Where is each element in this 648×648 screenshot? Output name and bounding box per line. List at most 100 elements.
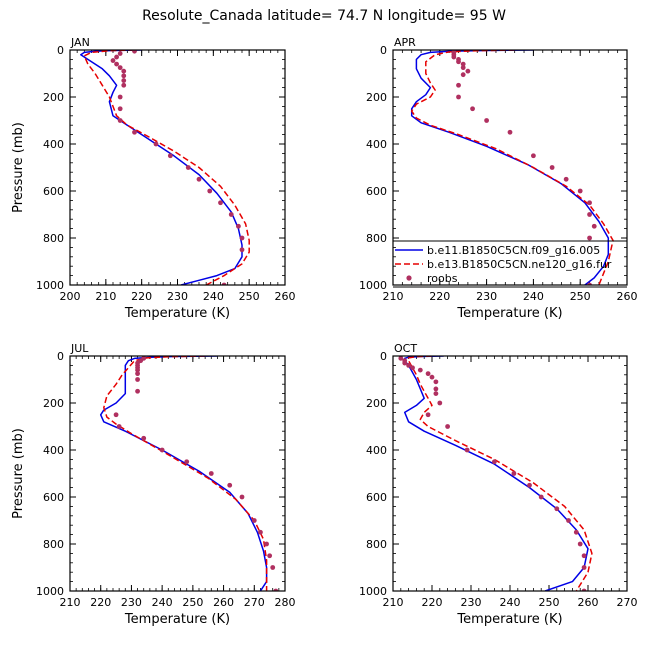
roobs-point (135, 371, 140, 377)
plot-frame (392, 49, 628, 286)
roobs-point (563, 176, 569, 182)
y-tick-label: 200 (366, 397, 387, 410)
roobs-point (587, 235, 592, 241)
x-tick-label: 200 (60, 290, 81, 303)
series-line-ne120 (83, 50, 250, 285)
x-tick-label: 240 (152, 596, 173, 609)
roobs-point (581, 553, 587, 559)
y-tick-label: 400 (43, 138, 64, 151)
roobs-point (511, 471, 517, 476)
legend: b.e11.B1850C5CN.f09_g16.005b.e13.B1850C5… (393, 240, 627, 288)
roobs-point (425, 412, 431, 418)
y-tick-label: 0 (380, 350, 387, 363)
roobs-point (167, 153, 173, 159)
roobs-point (114, 54, 119, 60)
y-tick-label: 600 (366, 185, 387, 198)
roobs-point (531, 153, 536, 159)
plot-frame (69, 49, 286, 286)
x-tick-label: 220 (90, 596, 111, 609)
y-tick-label: 600 (366, 491, 387, 504)
roobs-point (433, 379, 439, 385)
roobs-point (121, 78, 127, 83)
roobs-point (577, 188, 583, 194)
roobs-point (465, 68, 471, 74)
y-tick-label: 600 (43, 491, 64, 504)
roobs-point (239, 235, 245, 241)
legend-entry-label: roobs (427, 272, 458, 285)
roobs-point (110, 58, 116, 63)
roobs-point (236, 223, 241, 229)
roobs-point (587, 212, 592, 217)
y-tick-label: 400 (366, 138, 387, 151)
x-tick-label: 270 (617, 596, 638, 609)
panel-apr: 210 220 230 240 250 260 0 200 400 600 800 1000 Tempe… (359, 36, 638, 321)
plot-frame (69, 355, 286, 592)
panel-label: APR (394, 36, 416, 49)
roobs-point (591, 223, 597, 229)
roobs-point (573, 529, 579, 535)
roobs-point (117, 118, 123, 123)
series-line-ne120 (407, 356, 593, 591)
roobs-point (456, 59, 461, 65)
roobs-point (132, 129, 137, 135)
roobs-point (117, 51, 123, 56)
roobs-point (184, 459, 190, 465)
roobs-point (228, 212, 234, 217)
roobs-point (425, 371, 431, 377)
roobs-point (451, 54, 457, 60)
y-tick-label: 200 (43, 397, 64, 410)
y-tick-label: 0 (380, 44, 387, 57)
roobs-point (484, 118, 489, 123)
series-line-f09 (403, 356, 589, 591)
roobs-point (264, 541, 269, 547)
y-axis-label: Pressure (mb) (11, 122, 26, 213)
x-tick-label: 250 (539, 596, 560, 609)
panel-label: JUL (70, 342, 89, 355)
plot-area (80, 50, 250, 285)
roobs-point (159, 447, 165, 453)
roobs-point (492, 459, 497, 465)
roobs-point (153, 141, 159, 147)
x-tick-label: 210 (383, 596, 404, 609)
x-tick-label: 260 (275, 290, 296, 303)
panel-label: OCT (394, 342, 417, 355)
panel-jul: 210 220 230 240 250 260 270 280 0 200 400 600 800 100… (11, 342, 296, 627)
roobs-point (554, 506, 560, 512)
roobs-point (121, 82, 127, 88)
x-axis-label: Temperature (K) (124, 306, 230, 321)
roobs-point (116, 424, 122, 429)
roobs-point (121, 68, 127, 74)
roobs-point (114, 61, 119, 67)
x-axis-label: Temperature (K) (456, 306, 562, 321)
y-tick-label: 800 (43, 232, 64, 245)
x-tick-label: 280 (275, 596, 296, 609)
roobs-point (581, 565, 587, 570)
series-line-f09 (99, 356, 268, 591)
legend-swatch-roobs (406, 275, 412, 281)
y-tick-label: 0 (57, 350, 64, 363)
x-tick-label: 210 (95, 290, 116, 303)
roobs-point (456, 82, 461, 88)
roobs-point (433, 386, 439, 392)
x-tick-label: 270 (244, 596, 265, 609)
roobs-point (135, 377, 140, 382)
roobs-point (527, 482, 532, 488)
roobs-point (464, 447, 470, 453)
x-tick-label: 260 (617, 290, 638, 303)
panel-jan: 200 210 220 230 240 250 260 0 200 400 600 800 1000 Te… (11, 36, 296, 321)
roobs-point (538, 494, 544, 500)
x-tick-label: 230 (461, 596, 482, 609)
roobs-point (577, 541, 583, 547)
roobs-point (207, 188, 213, 194)
roobs-point (121, 73, 127, 79)
roobs-point (196, 176, 202, 182)
x-tick-label: 250 (182, 596, 203, 609)
series-line-ne120 (410, 50, 614, 285)
plot-area (99, 356, 279, 591)
y-tick-label: 1000 (36, 585, 64, 598)
roobs-point (117, 106, 123, 112)
roobs-point (549, 165, 555, 170)
plot-area (410, 50, 614, 285)
roobs-point (141, 435, 147, 441)
